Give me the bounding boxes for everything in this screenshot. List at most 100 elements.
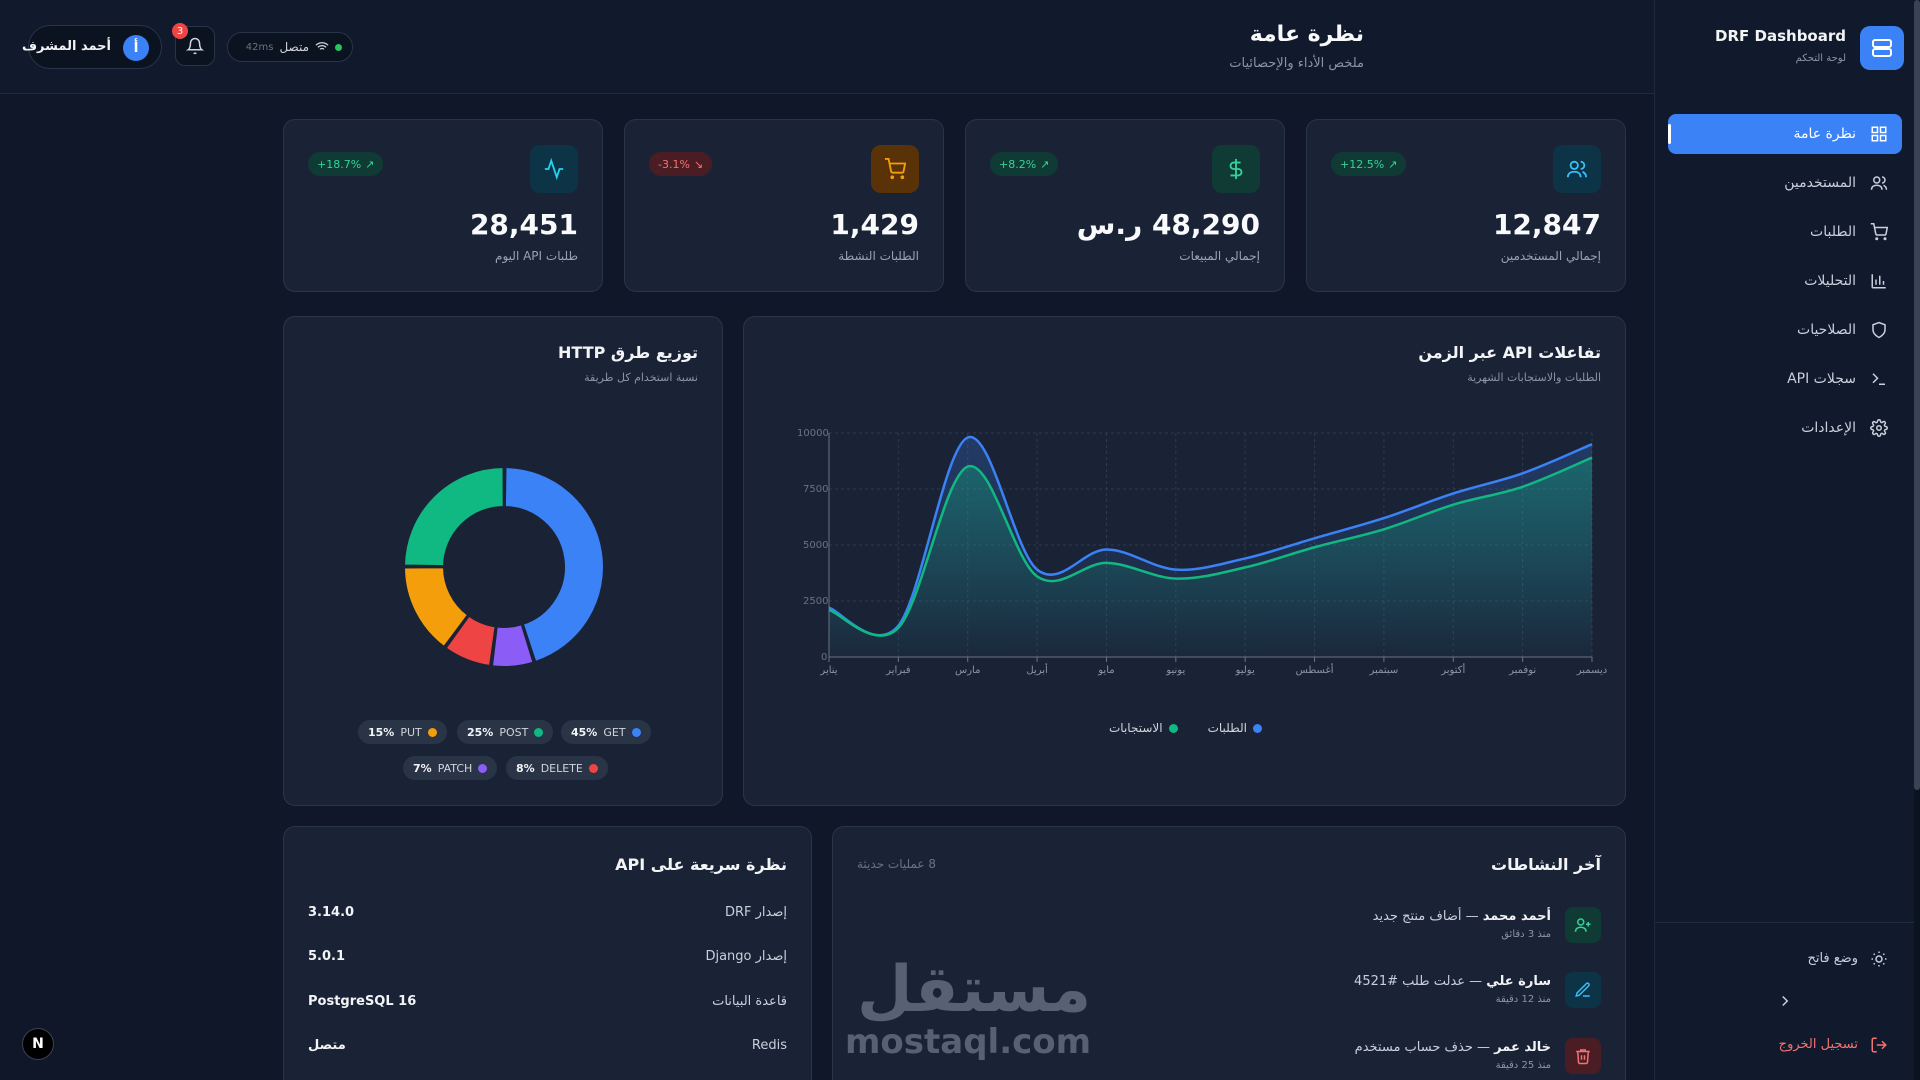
notifications-button[interactable]: 3 <box>172 23 215 66</box>
donut-chart-card: توزيع طرق HTTP نسبة استخدام كل طريقة GET… <box>283 316 723 806</box>
notification-badge: 3 <box>172 23 188 39</box>
series-line-1 <box>828 456 1593 637</box>
watermark: مستقل mostaql.com <box>845 958 1091 1062</box>
activity-icon <box>530 145 578 193</box>
x-tick-label: يونيو <box>1165 665 1185 676</box>
x-tick-label: نوفمبر <box>1508 665 1536 676</box>
brand-subtitle: لوحة التحكم <box>1795 53 1846 64</box>
trend-down-icon: ↘ <box>693 157 704 171</box>
legend-item-requests[interactable]: الطلبات <box>1208 721 1262 735</box>
logout-icon[interactable] <box>1870 1036 1888 1054</box>
donut-slice-patch[interactable] <box>490 623 535 668</box>
shield-icon <box>1872 321 1886 339</box>
grid-icon <box>1871 126 1887 142</box>
sidebar-item-analytics[interactable]: التحليلات <box>1668 261 1902 301</box>
legend-chip-get[interactable]: GET 45% <box>561 720 651 744</box>
watermark-arabic: مستقل <box>857 953 1092 1027</box>
status-text: متصل <box>279 40 309 54</box>
legend-dot <box>588 763 598 773</box>
x-tick-label: مايو <box>1097 665 1114 676</box>
sidebar-item-label: نظرة عامة <box>1793 126 1856 142</box>
y-tick-label: 10000 <box>797 428 829 439</box>
legend-label: GET <box>603 725 626 739</box>
legend-value: 25% <box>467 725 494 739</box>
activity-time: منذ 25 دقيقة <box>1495 1060 1551 1071</box>
donut-slice-get[interactable] <box>503 465 605 664</box>
card-title: تفاعلات API عبر الزمن <box>1418 343 1601 362</box>
user-menu[interactable]: أ أحمد المشرف <box>22 25 162 69</box>
scrollbar-thumb[interactable] <box>1914 0 1920 790</box>
sidebar-item-permissions[interactable]: الصلاحيات <box>1668 310 1902 350</box>
info-row: Redis متصل <box>308 1038 787 1058</box>
legend-dot <box>1252 723 1262 733</box>
activity-count: 8 عمليات حديثة <box>857 857 937 871</box>
logout-button[interactable]: تسجيل الخروج <box>1778 1037 1858 1052</box>
info-key: إصدار Django <box>705 949 787 964</box>
sidebar-item-api-logs[interactable]: سجلات API <box>1668 359 1902 399</box>
stat-label: الطلبات النشطة <box>838 249 919 263</box>
legend-chip-patch[interactable]: PATCH 7% <box>403 756 498 780</box>
card-title: توزيع طرق HTTP <box>558 343 698 362</box>
activity-text: أحمد محمد — أضاف منتج جديد <box>1372 909 1551 924</box>
x-tick-label: أغسطس <box>1296 663 1334 676</box>
legend-value: 15% <box>368 725 395 739</box>
sidebar-item-orders[interactable]: الطلبات <box>1668 212 1902 252</box>
connection-status: متصل 42ms <box>227 32 353 62</box>
scrollbar[interactable] <box>1914 0 1920 1080</box>
info-key: Redis <box>751 1038 787 1053</box>
stat-card-orders: -3.1% ↘ 1,429 الطلبات النشطة <box>624 119 944 292</box>
sidebar-item-settings[interactable]: الإعدادات <box>1668 408 1902 448</box>
legend-chip-put[interactable]: PUT 15% <box>358 720 447 744</box>
sidebar-item-overview[interactable]: نظرة عامة <box>1668 114 1902 154</box>
stat-value: 48,290 ر.س <box>1076 208 1260 241</box>
bell-icon <box>186 37 204 55</box>
legend-chip-post[interactable]: POST 25% <box>457 720 554 744</box>
stat-value: 12,847 <box>1492 208 1601 241</box>
latency-text: 42ms <box>245 41 274 53</box>
donut-slice-put[interactable] <box>402 566 470 649</box>
stat-card-users: +12.5% ↗ 12,847 إجمالي المستخدمين <box>1306 119 1626 292</box>
watermark-latin: mostaql.com <box>845 1022 1092 1062</box>
legend-label: DELETE <box>540 761 583 775</box>
status-dot <box>335 43 342 51</box>
page-title: نظرة عامة <box>1249 22 1364 47</box>
sidebar-item-label: التحليلات <box>1804 273 1856 289</box>
sidebar-item-users[interactable]: المستخدمين <box>1668 163 1902 203</box>
x-tick-label: ديسمبر <box>1576 665 1607 676</box>
x-tick-label: فبراير <box>885 665 911 676</box>
terminal-icon <box>1872 373 1885 385</box>
donut-chart <box>402 465 605 668</box>
legend-label: POST <box>499 725 529 739</box>
dev-tools-badge[interactable]: N <box>22 1028 54 1060</box>
legend-label: PUT <box>400 725 422 739</box>
stat-value: 28,451 <box>469 208 578 241</box>
user-name: أحمد المشرف <box>21 39 111 54</box>
legend-dot <box>478 763 488 773</box>
sun-icon[interactable] <box>1870 950 1888 968</box>
legend-value: 8% <box>516 761 535 775</box>
brand-title: DRF Dashboard <box>1715 27 1846 45</box>
stat-value: 1,429 <box>830 208 919 241</box>
sidebar-item-label: الطلبات <box>1810 224 1856 240</box>
legend-chip-delete[interactable]: DELETE 8% <box>506 756 608 780</box>
stat-card-api: +18.7% ↗ 28,451 طلبات API اليوم <box>283 119 603 292</box>
trend-badge: +18.7% ↗ <box>308 152 384 176</box>
y-tick-label: 0 <box>821 652 827 663</box>
trash-icon <box>1565 1038 1601 1074</box>
legend-dot <box>1168 723 1178 733</box>
donut-slice-post[interactable] <box>402 465 505 568</box>
legend-dot <box>427 727 437 737</box>
legend-label: الاستجابات <box>1109 721 1163 735</box>
gear-icon <box>1870 419 1888 437</box>
donut-slice-delete[interactable] <box>444 614 497 668</box>
y-tick-label: 2500 <box>803 596 828 607</box>
legend-item-responses[interactable]: الاستجابات <box>1109 721 1178 735</box>
chevron-right-icon[interactable] <box>1776 992 1794 1010</box>
line-chart: 0 2500 5000 7500 10000 يناير فبراير مارس أبريل ما… <box>797 428 1607 676</box>
wifi-icon <box>315 42 329 53</box>
series-line-0 <box>828 436 1593 637</box>
sidebar-item-label: المستخدمين <box>1784 175 1856 191</box>
x-tick-label: يوليو <box>1235 665 1255 676</box>
x-tick-label: أبريل <box>1026 663 1048 676</box>
theme-toggle-label[interactable]: وضع فاتح <box>1807 951 1858 966</box>
